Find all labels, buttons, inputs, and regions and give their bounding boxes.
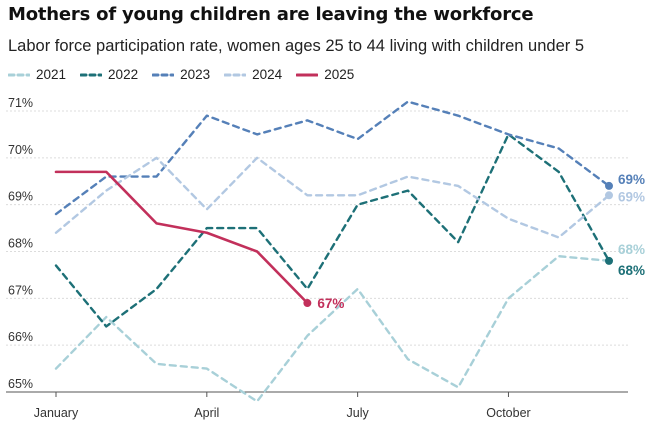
legend-item-2021: 2021 (8, 67, 66, 82)
y-tick-label: 71% (8, 96, 33, 110)
end-marker-2023 (605, 181, 613, 190)
x-tick-label: January (34, 406, 79, 420)
legend-swatch-2025 (296, 72, 319, 78)
y-tick-label: 67% (8, 283, 33, 297)
end-marker-2024 (605, 191, 613, 200)
legend-label-2024: 2024 (252, 67, 283, 82)
y-tick-label: 65% (8, 377, 33, 391)
end-labels: 69% 69% 68% 68% 67% (317, 172, 645, 311)
end-label-2021: 68% (618, 242, 645, 257)
chart-subtitle: Labor force participation rate, women ag… (8, 37, 585, 55)
legend-swatch-2022 (80, 72, 103, 78)
end-label-2023: 69% (618, 172, 645, 187)
y-tick-label: 69% (8, 190, 33, 204)
legend-swatch-2023 (152, 72, 175, 78)
end-label-2024: 69% (618, 189, 645, 204)
end-marker-2022 (605, 256, 613, 265)
series-lines (54, 100, 613, 403)
series-line-2024 (54, 156, 611, 239)
y-tick-label: 68% (8, 237, 33, 251)
legend: 2021 2022 2023 2024 2025 (8, 67, 368, 82)
x-tick-label: October (486, 406, 530, 420)
legend-label-2023: 2023 (180, 67, 211, 82)
end-marker-2025 (303, 299, 312, 308)
legend-label-2025: 2025 (324, 67, 355, 82)
legend-swatch-2021 (8, 72, 30, 78)
chart-title: Mothers of young children are leaving th… (8, 4, 534, 25)
x-tick-label: April (194, 406, 219, 420)
gridlines (6, 110, 628, 393)
legend-label-2022: 2022 (108, 67, 139, 82)
y-tick-label: 70% (8, 143, 33, 157)
series-line-2022 (54, 133, 611, 328)
legend-swatch-2024 (224, 72, 247, 78)
axis-labels: 65% 66% 67% 68% 69% 70% 71% January April July Oct… (8, 96, 531, 420)
legend-item-2024: 2024 (224, 67, 282, 82)
series-line-2023 (54, 100, 611, 216)
end-label-2022: 68% (618, 263, 645, 278)
legend-item-2025: 2025 (296, 67, 354, 82)
end-label-2025: 67% (317, 296, 344, 311)
y-tick-label: 66% (8, 330, 33, 344)
legend-item-2022: 2022 (80, 67, 138, 82)
legend-item-2023: 2023 (152, 67, 210, 82)
series-line-2025 (54, 170, 309, 305)
x-tick-label: July (347, 406, 370, 420)
legend-label-2021: 2021 (36, 67, 67, 82)
series-line-2021 (54, 254, 611, 403)
